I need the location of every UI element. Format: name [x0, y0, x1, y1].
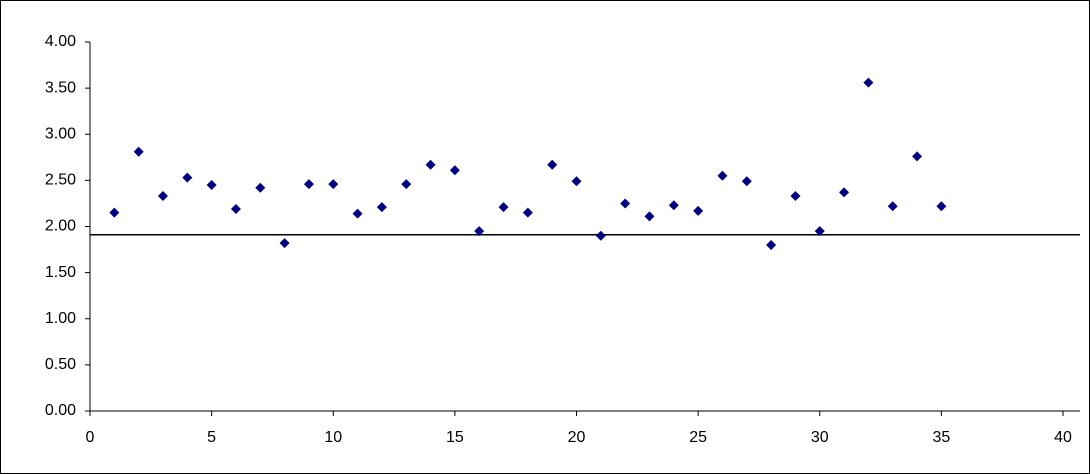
y-tick-label: 4.00 [45, 33, 76, 50]
y-tick-label: 1.50 [45, 264, 76, 281]
y-tick-label: 1.00 [45, 310, 76, 327]
x-tick-label: 5 [207, 429, 216, 446]
x-tick-label: 40 [1054, 429, 1072, 446]
x-tick-label: 25 [689, 429, 707, 446]
x-tick-label: 15 [446, 429, 464, 446]
x-tick-label: 0 [86, 429, 95, 446]
x-tick-label: 30 [811, 429, 829, 446]
chart: 0.00 0.50 1.00 1.50 2.00 2.50 3.00 3.50 4.00 0 5 10… [0, 0, 1090, 474]
y-tick-label: 3.00 [45, 125, 76, 142]
y-tick-label: 2.50 [45, 172, 76, 189]
x-tick-label: 10 [324, 429, 342, 446]
y-tick-label: 2.00 [45, 218, 76, 235]
chart-frame [1, 1, 1090, 474]
y-tick-label: 0.00 [45, 402, 76, 419]
x-tick-label: 35 [932, 429, 950, 446]
x-tick-label: 20 [568, 429, 586, 446]
y-tick-label: 3.50 [45, 79, 76, 96]
y-tick-label: 0.50 [45, 356, 76, 373]
